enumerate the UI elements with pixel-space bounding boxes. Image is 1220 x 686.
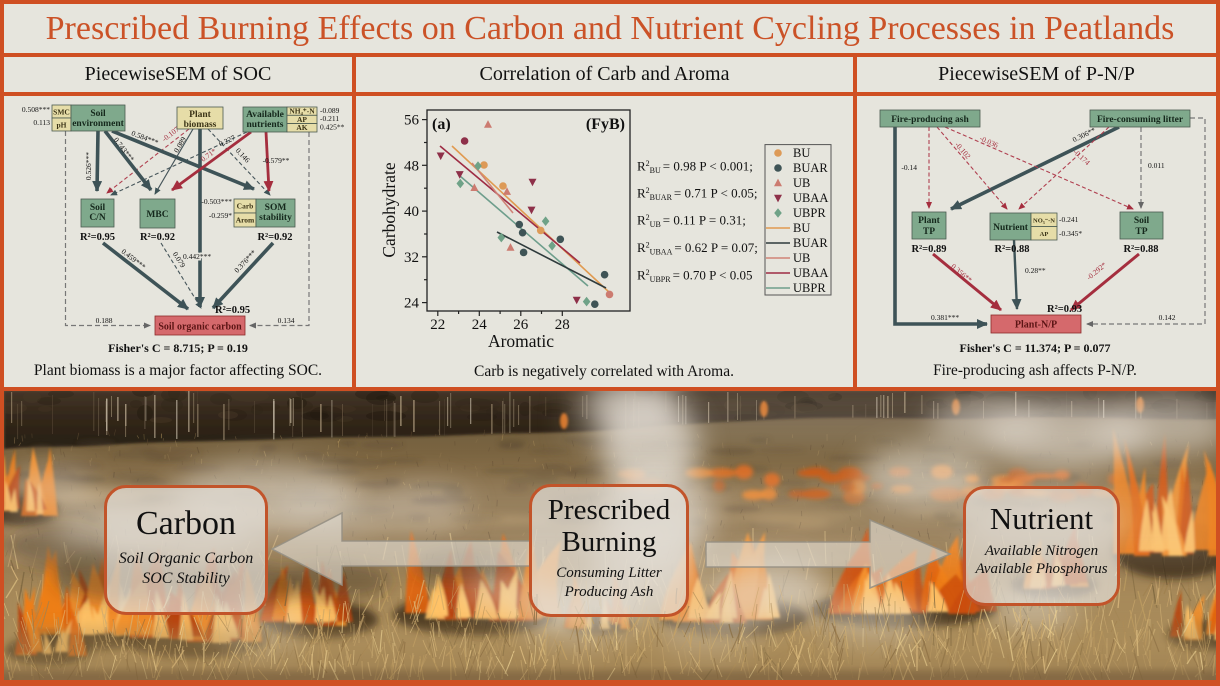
svg-text:Plant: Plant [189,110,211,120]
svg-text:28: 28 [555,317,570,333]
svg-text:Fisher's C = 8.715; P = 0.19: Fisher's C = 8.715; P = 0.19 [108,341,248,355]
svg-text:-0.211: -0.211 [320,114,339,123]
svg-text:-0.579**: -0.579** [263,156,290,165]
svg-text:SMC: SMC [53,108,70,117]
svg-text:-0.089: -0.089 [320,106,340,115]
svg-text:Soil organic carbon: Soil organic carbon [158,322,242,333]
svg-text:R²=0.93: R²=0.93 [1047,304,1082,315]
svg-text:environment: environment [72,119,124,129]
svg-text:26: 26 [513,317,529,333]
svg-text:Available: Available [246,110,284,120]
svg-text:Arom: Arom [236,216,255,225]
svg-text:nutrients: nutrients [247,120,284,130]
svg-text:UB: UB [793,251,810,265]
svg-text:R²=0.95: R²=0.95 [80,232,115,243]
svg-text:0.134: 0.134 [278,316,295,325]
svg-text:AP: AP [297,115,307,124]
svg-text:-0.292*: -0.292* [1085,260,1109,282]
svg-text:(FyB): (FyB) [586,116,625,133]
svg-text:UB: UB [793,176,810,190]
svg-text:0.011: 0.011 [1148,161,1165,170]
svg-text:0.71*: 0.71* [199,146,218,163]
svg-text:TP: TP [923,227,935,237]
svg-text:TP: TP [1135,227,1147,237]
svg-text:Plant biomass is a major facto: Plant biomass is a major factor affectin… [34,362,322,379]
svg-text:-0.345*: -0.345* [1059,229,1082,238]
svg-text:AP: AP [1040,231,1049,238]
svg-text:24: 24 [472,317,488,333]
svg-text:UBAA: UBAA [793,266,828,280]
svg-text:-0.259*: -0.259* [209,211,232,220]
svg-text:Plant: Plant [918,216,940,226]
svg-text:0.356**: 0.356** [949,262,974,285]
svg-text:-0.503***: -0.503*** [201,197,232,206]
svg-text:24: 24 [404,296,420,312]
svg-text:0.188: 0.188 [96,316,113,325]
svg-text:56: 56 [404,113,420,129]
svg-text:R2UB= 0.11 P = 0.31;: R2UB = 0.11 P = 0.31; [637,213,746,230]
svg-text:Soil: Soil [1134,216,1150,226]
svg-text:0.089: 0.089 [172,135,188,154]
svg-text:Nutrient: Nutrient [993,223,1029,233]
svg-text:0.442***: 0.442*** [183,252,211,261]
svg-text:C/N: C/N [89,213,106,223]
svg-text:Carb: Carb [237,202,254,211]
svg-text:UBPR: UBPR [793,281,826,295]
svg-text:R²=0.92: R²=0.92 [140,232,175,243]
svg-text:AK: AK [296,123,307,132]
svg-text:MBC: MBC [146,210,168,220]
svg-text:R²=0.89: R²=0.89 [911,244,946,255]
svg-text:BUAR: BUAR [793,236,828,250]
svg-text:0.526***: 0.526*** [84,152,93,180]
svg-text:BUAR: BUAR [793,161,828,175]
svg-text:R²=0.95: R²=0.95 [215,305,250,316]
svg-text:0.508***: 0.508*** [22,105,50,114]
svg-text:48: 48 [404,158,419,174]
svg-text:R²=0.92: R²=0.92 [257,232,292,243]
svg-text:R2BU= 0.98 P < 0.001;: R2BU = 0.98 P < 0.001; [637,159,753,176]
svg-text:Fire-producing ash affects P-N: Fire-producing ash affects P-N/P. [933,362,1137,379]
svg-text:SOM: SOM [265,203,287,213]
svg-text:R²=0.88: R²=0.88 [1123,244,1158,255]
svg-text:-0.241: -0.241 [1059,215,1079,224]
svg-text:NO₃⁻-N: NO₃⁻-N [1033,218,1055,225]
svg-text:Fire-consuming litter: Fire-consuming litter [1097,115,1184,125]
svg-text:0.146: 0.146 [234,146,252,165]
svg-text:0.142: 0.142 [1159,313,1176,322]
svg-text:Fisher's C = 11.374; P = 0.077: Fisher's C = 11.374; P = 0.077 [959,341,1110,355]
svg-text:Carbohydrate: Carbohydrate [379,162,399,257]
svg-text:R²=0.88: R²=0.88 [994,244,1029,255]
svg-text:pH: pH [56,121,66,130]
svg-text:32: 32 [404,250,419,266]
svg-text:UBAA: UBAA [793,191,828,205]
svg-text:0.28**: 0.28** [1025,266,1046,275]
svg-text:(a): (a) [432,116,451,133]
svg-text:Aromatic: Aromatic [488,331,554,351]
svg-text:Carb is negatively correlated: Carb is negatively correlated with Aroma… [474,363,734,380]
svg-text:0.113: 0.113 [33,118,50,127]
svg-text:Plant-N/P: Plant-N/P [1015,320,1057,331]
svg-text:R2UBAA= 0.62 P = 0.07;: R2UBAA = 0.62 P = 0.07; [637,240,758,257]
svg-text:22: 22 [430,317,445,333]
svg-text:Fire-producing ash: Fire-producing ash [891,115,969,125]
svg-text:-0.036: -0.036 [978,134,1000,150]
svg-text:BU: BU [793,146,810,160]
svg-text:40: 40 [404,204,419,220]
svg-text:Soil: Soil [90,109,106,119]
svg-text:NH₄⁺-N: NH₄⁺-N [289,107,315,116]
svg-text:Soil: Soil [90,203,106,213]
svg-text:0.425**: 0.425** [320,123,345,132]
svg-text:-0.14: -0.14 [901,163,917,172]
svg-text:biomass: biomass [184,120,217,130]
svg-text:stability: stability [259,213,292,223]
svg-text:BU: BU [793,221,810,235]
svg-text:UBPR: UBPR [793,206,826,220]
svg-text:-0.174: -0.174 [1071,147,1092,167]
svg-text:0.381***: 0.381*** [931,313,959,322]
svg-text:R2BUAR= 0.71 P < 0.05;: R2BUAR = 0.71 P < 0.05; [637,186,757,203]
svg-text:R2UBPR= 0.70 P < 0.05: R2UBPR = 0.70 P < 0.05 [637,268,753,285]
